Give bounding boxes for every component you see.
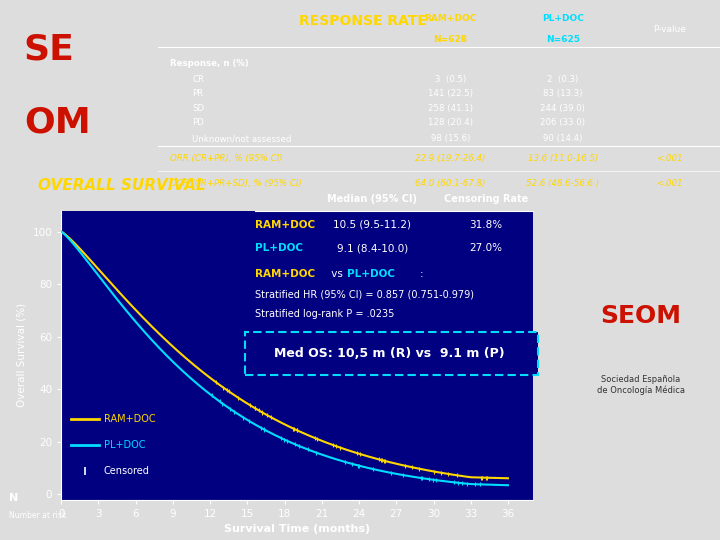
Text: Med OS: 10,5 m (R) vs  9.1 m (P): Med OS: 10,5 m (R) vs 9.1 m (P) (274, 347, 504, 360)
Text: OM: OM (24, 105, 91, 139)
Text: RAM+DOC: RAM+DOC (104, 414, 156, 423)
Text: SEOM: SEOM (600, 304, 681, 328)
Text: N=625: N=625 (546, 36, 580, 44)
Text: RAM+DOC: RAM+DOC (255, 269, 315, 279)
Text: 10.5 (9.5-11.2): 10.5 (9.5-11.2) (333, 220, 411, 230)
Text: 128 (20.4): 128 (20.4) (428, 118, 473, 127)
Text: vs: vs (328, 269, 346, 279)
Text: <.001: <.001 (656, 154, 683, 163)
Text: N=628: N=628 (433, 36, 467, 44)
Text: PL+DOC: PL+DOC (346, 269, 395, 279)
Text: Number at risk: Number at risk (9, 511, 66, 521)
Text: :: : (420, 269, 423, 279)
Text: 206 (33.0): 206 (33.0) (540, 118, 585, 127)
Text: DCR (CR+PR+SD), % (95% CI): DCR (CR+PR+SD), % (95% CI) (170, 179, 302, 188)
X-axis label: Survival Time (months): Survival Time (months) (224, 524, 370, 534)
Text: P-value: P-value (653, 25, 686, 33)
Text: <.001: <.001 (656, 179, 683, 188)
Y-axis label: Overall Survival (%): Overall Survival (%) (17, 303, 27, 407)
Text: Response, n (%): Response, n (%) (170, 59, 248, 68)
Text: N: N (9, 493, 18, 503)
Text: 22.9 (19.7-26.4): 22.9 (19.7-26.4) (415, 154, 485, 163)
Text: Stratified log-rank P = .0235: Stratified log-rank P = .0235 (255, 309, 394, 320)
Text: PL+DOC: PL+DOC (104, 440, 145, 450)
Text: PD: PD (192, 118, 204, 127)
Text: RAM+DOC: RAM+DOC (255, 220, 315, 230)
Text: SE: SE (24, 32, 75, 66)
Text: Sociedad Española
de Oncología Médica: Sociedad Española de Oncología Médica (597, 375, 685, 395)
Text: 141 (22.5): 141 (22.5) (428, 89, 473, 98)
Text: 2  (0.3): 2 (0.3) (547, 75, 578, 84)
Text: 98 (15.6): 98 (15.6) (431, 134, 470, 143)
Text: 3  (0.5): 3 (0.5) (435, 75, 466, 84)
Text: Stratified HR (95% CI) = 0.857 (0.751-0.979): Stratified HR (95% CI) = 0.857 (0.751-0.… (255, 289, 474, 299)
Text: 27.0%: 27.0% (469, 243, 502, 253)
Text: 9.1 (8.4-10.0): 9.1 (8.4-10.0) (337, 243, 408, 253)
Text: 31.8%: 31.8% (469, 220, 503, 230)
FancyBboxPatch shape (245, 332, 538, 375)
Text: 64.0 (60.1-67.8): 64.0 (60.1-67.8) (415, 179, 485, 188)
Text: RESPONSE RATE: RESPONSE RATE (299, 14, 427, 28)
Text: SD: SD (192, 104, 204, 113)
Text: CR: CR (192, 75, 204, 84)
Text: RAM+DOC: RAM+DOC (424, 14, 477, 23)
Text: Censoring Rate: Censoring Rate (444, 194, 528, 204)
Text: 244 (39.0): 244 (39.0) (540, 104, 585, 113)
Text: PL+DOC: PL+DOC (542, 14, 584, 23)
Text: 13.6 (11.0-16.5): 13.6 (11.0-16.5) (528, 154, 598, 163)
Text: 83 (13.3): 83 (13.3) (543, 89, 582, 98)
Text: ORR (CR+PR), % (95% CI): ORR (CR+PR), % (95% CI) (170, 154, 282, 163)
Text: Censored: Censored (104, 465, 150, 476)
Text: OVERALL SURVIVAL: OVERALL SURVIVAL (37, 178, 205, 193)
Text: PL+DOC: PL+DOC (255, 243, 302, 253)
Text: Unknown/not assessed: Unknown/not assessed (192, 134, 292, 143)
Text: 90 (14.4): 90 (14.4) (543, 134, 582, 143)
Text: 52.6 (48.6-56.6 ): 52.6 (48.6-56.6 ) (526, 179, 599, 188)
Text: PR: PR (192, 89, 203, 98)
Text: 258 (41.1): 258 (41.1) (428, 104, 473, 113)
Text: Median (95% CI): Median (95% CI) (328, 194, 418, 204)
